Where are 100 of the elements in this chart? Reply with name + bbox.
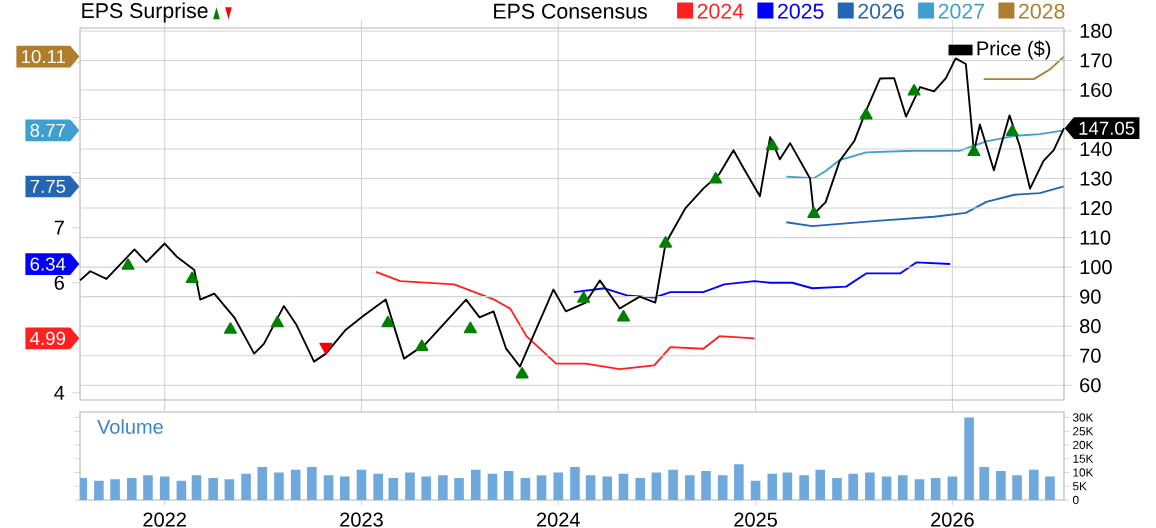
bar: [848, 473, 858, 500]
bar: [405, 472, 415, 500]
y2-tick-label: 180: [1080, 23, 1112, 39]
line-series: [375, 270, 756, 371]
point: [121, 258, 135, 270]
x-tick-label: 2023: [340, 512, 383, 527]
point: [463, 321, 477, 334]
point: [270, 315, 284, 328]
bar: [307, 466, 317, 500]
bar: [832, 477, 842, 500]
bar: [454, 477, 464, 500]
bar: [930, 477, 941, 500]
bar: [881, 476, 892, 500]
point: [577, 291, 591, 303]
bar: [536, 475, 547, 500]
bar: [585, 475, 596, 500]
bar: [503, 471, 514, 500]
y2-tick-label: 70: [1080, 348, 1101, 363]
text: 6.34: [30, 257, 66, 271]
bar: [373, 473, 383, 500]
point: [223, 322, 237, 334]
bar: [159, 476, 170, 500]
bar: [799, 475, 809, 500]
bar: [388, 477, 399, 500]
bar: [602, 476, 613, 500]
legend-title: EPS Consensus: [494, 3, 647, 19]
bar: [257, 466, 268, 500]
y2-tick-label: 80: [1080, 319, 1101, 334]
bar: [290, 469, 301, 500]
point: [907, 84, 921, 96]
bar: [339, 476, 350, 500]
bar: [421, 476, 431, 500]
bar: [176, 480, 187, 500]
bar: [487, 473, 498, 500]
bar: [996, 471, 1006, 500]
bar: [947, 476, 958, 500]
legend-label: Price ($): [977, 40, 1051, 60]
text: 4.99: [30, 331, 66, 345]
bar: [570, 466, 580, 500]
bar: [782, 472, 793, 500]
y-tick-label: 6: [54, 275, 64, 290]
bar: [208, 477, 218, 500]
point: [859, 108, 873, 120]
bar: [767, 473, 778, 500]
bar: [618, 473, 629, 500]
bar: [734, 464, 744, 500]
x-tick-label: 2024: [537, 512, 580, 527]
x-tick-label: 2025: [734, 512, 777, 527]
point: [381, 315, 395, 328]
bar: [126, 477, 137, 500]
bar: [274, 472, 284, 500]
point: [967, 144, 981, 157]
text: EPS Surprise: [82, 2, 208, 23]
y2-tick-label: 120: [1080, 201, 1112, 216]
data-label: 147.05: [1079, 121, 1135, 135]
y2-tick-label: 110: [1080, 230, 1111, 245]
bar: [635, 477, 646, 500]
bar: [668, 469, 678, 500]
bar: [1028, 469, 1039, 500]
bar: [897, 475, 908, 500]
legend-label: 2025: [778, 3, 824, 19]
bar: [356, 469, 367, 500]
point: [765, 138, 779, 151]
bar: [143, 475, 153, 500]
legend-label: 2028: [1019, 3, 1065, 19]
y2-tick-label: 170: [1080, 53, 1112, 68]
point: [659, 236, 673, 248]
bar: [553, 472, 564, 500]
point: [709, 172, 723, 184]
legend-label: 2026: [858, 3, 904, 19]
legend-label: 2027: [938, 3, 985, 19]
y2-tick-label: 140: [1080, 141, 1112, 157]
point: [617, 309, 630, 322]
bar: [438, 475, 448, 500]
bar: [651, 472, 662, 500]
bar: [191, 475, 202, 500]
x-tick-label: 2022: [143, 512, 186, 527]
x-tick-label: 2026: [931, 512, 974, 527]
bar: [701, 471, 711, 500]
y2-tick-label: 160: [1080, 82, 1112, 98]
bar: [241, 473, 251, 500]
bar: [979, 466, 989, 500]
bar: [865, 472, 875, 500]
bar: [94, 480, 104, 500]
y2-tick-label: 130: [1080, 171, 1112, 186]
bar: [685, 475, 695, 500]
bar: [323, 475, 334, 500]
y-tick-label: 4: [54, 385, 65, 400]
bar: [1045, 476, 1055, 500]
bar: [964, 417, 974, 500]
bar: [815, 469, 826, 500]
line-series: [572, 261, 952, 299]
bar: [520, 477, 531, 500]
bar: [914, 479, 925, 500]
bar: [470, 469, 481, 500]
bar: [1012, 475, 1022, 500]
point: [515, 366, 529, 379]
y2-tick-label: 60: [1080, 378, 1101, 393]
y2-tick-label: 90: [1080, 289, 1101, 304]
bar: [750, 480, 761, 500]
